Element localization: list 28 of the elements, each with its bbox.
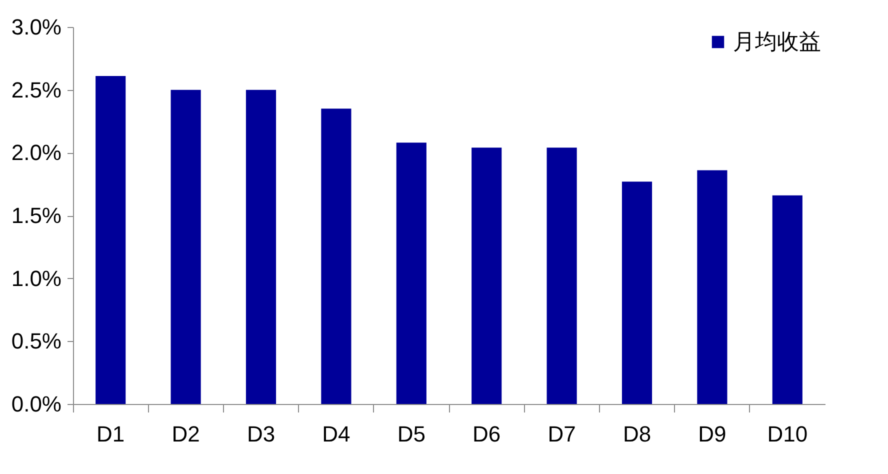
bar [697, 170, 728, 404]
y-tick-label: 0.5% [11, 328, 62, 354]
bar [622, 182, 652, 404]
legend-label: 月均收益 [733, 30, 821, 55]
x-tick-label: D9 [698, 422, 726, 446]
y-tick-label: 3.0% [11, 14, 62, 40]
x-tick-label: D7 [548, 422, 576, 446]
bar [321, 108, 352, 404]
x-tick-label: D1 [96, 422, 125, 446]
x-tick-label: D3 [246, 422, 276, 446]
y-tick-label: 1.0% [11, 266, 62, 291]
bar [396, 142, 426, 404]
x-tick-label: D10 [767, 422, 808, 446]
x-tick-label: D4 [322, 422, 350, 446]
y-tick-label: 0.0% [11, 392, 62, 416]
x-tick-label: D8 [622, 422, 652, 446]
x-tick-label: D2 [172, 422, 200, 446]
bar [96, 76, 126, 404]
y-tick-label: 2.0% [11, 140, 62, 166]
bar [246, 90, 276, 404]
bar [772, 195, 802, 404]
x-tick-label: D6 [472, 422, 501, 446]
bar [472, 148, 502, 404]
y-tick-label: 1.5% [11, 203, 62, 228]
y-tick-label: 2.5% [11, 77, 62, 102]
bar [546, 148, 577, 404]
x-tick-label: D5 [397, 422, 426, 446]
bar [170, 90, 201, 404]
